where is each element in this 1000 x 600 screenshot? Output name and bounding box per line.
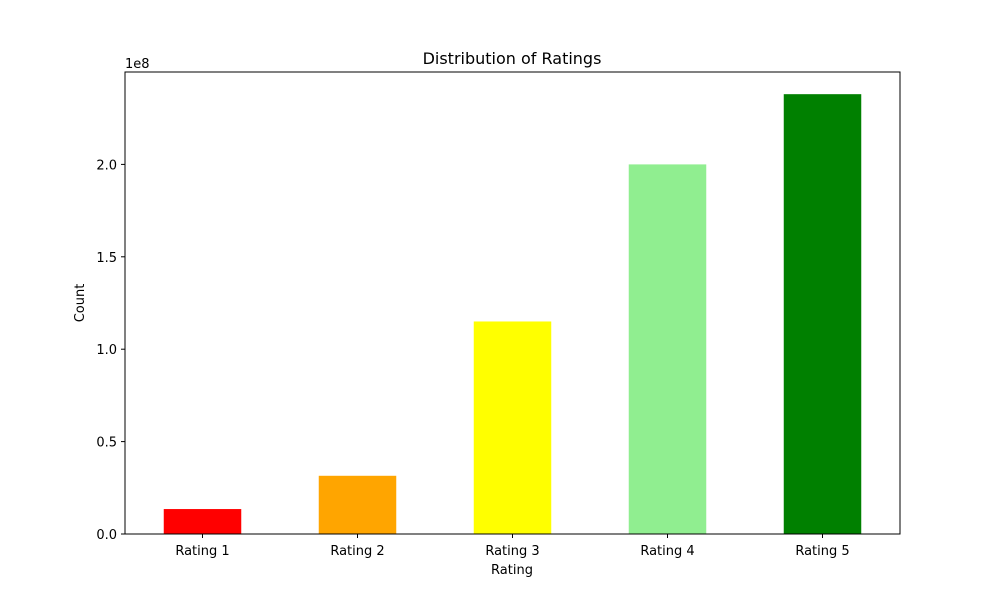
y-tick-label: 1.5 — [96, 251, 117, 266]
bars-group — [163, 94, 862, 535]
bar-1 — [163, 509, 242, 534]
x-tick-label: Rating 1 — [175, 544, 229, 559]
y-axis-ticks: 0.0 0.5 1.0 1.5 2.0 — [96, 158, 125, 543]
y-tick-label: 0.0 — [96, 528, 117, 543]
x-axis-label: Rating — [491, 563, 533, 578]
chart-title: Distribution of Ratings — [423, 49, 602, 68]
y-tick-label: 0.5 — [96, 436, 117, 451]
x-tick-label: Rating 2 — [330, 544, 384, 559]
y-axis-label: Count — [73, 284, 88, 323]
x-tick-label: Rating 5 — [795, 544, 849, 559]
y-tick-label: 2.0 — [96, 158, 117, 173]
x-axis-ticks: Rating 1 Rating 2 Rating 3 Rating 4 Rating 5 — [175, 534, 850, 559]
bar-3 — [473, 321, 552, 534]
y-axis-offset-label: 1e8 — [125, 57, 150, 72]
x-tick-label: Rating 4 — [640, 544, 694, 559]
bar-4 — [628, 164, 707, 534]
bar-2 — [318, 475, 397, 534]
y-tick-label: 1.0 — [96, 343, 117, 358]
x-tick-label: Rating 3 — [485, 544, 539, 559]
bar-5 — [783, 94, 862, 535]
